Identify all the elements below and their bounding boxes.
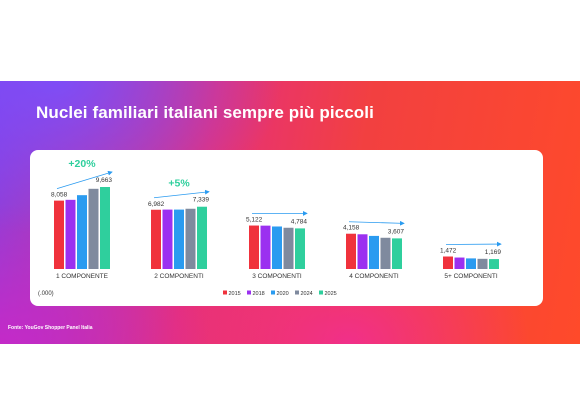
data-label-last: 4,784 (291, 218, 308, 225)
data-label-last: 7,339 (193, 197, 210, 204)
data-label-first: 8,058 (51, 192, 68, 199)
data-label-first: 4,158 (343, 225, 360, 232)
bar-2025-1 (100, 187, 110, 269)
legend-label-2015: 2015 (229, 291, 241, 297)
data-label-last: 9,663 (96, 177, 113, 184)
bar-2020-3 (272, 226, 282, 269)
bar-2015-4 (346, 233, 356, 269)
change-label: +5% (168, 178, 190, 190)
unit-note: (.000) (38, 291, 54, 297)
legend-swatch-2018 (247, 290, 251, 295)
data-label-last: 3,607 (388, 228, 405, 235)
legend-swatch-2015 (223, 290, 227, 295)
legend-label-2024: 2024 (301, 291, 313, 297)
data-label-first: 6,982 (148, 201, 165, 208)
bar-2024-3 (283, 227, 294, 269)
legend-label-2025: 2025 (325, 291, 337, 297)
bar-chart: 8,058 9,663+20% 1 COMPONENTE 6,982 7,339+5% 2… (38, 158, 502, 297)
category-label: 5+ COMPONENTI (444, 273, 497, 280)
bar-2020-4 (369, 235, 379, 269)
chart-card: 8,058 9,663 +20% 1 COMPONENTE 6,982 7,339 +5% 2… (30, 150, 543, 306)
category-label: 2 COMPONENTI (154, 273, 204, 280)
category-label: 3 COMPONENTI (252, 273, 302, 280)
bar-2018-2 (162, 209, 173, 269)
data-label-first: 5,122 (246, 217, 263, 224)
change-label: +20% (68, 158, 96, 170)
bar-2025-2 (197, 206, 207, 269)
trend-arrow (153, 189, 210, 199)
legend-swatch-2020 (271, 290, 275, 295)
data-label-last: 1,169 (485, 249, 502, 256)
category-label: 4 COMPONENTI (349, 273, 399, 280)
bar-2024-5 (477, 258, 488, 269)
bar-2018-4 (357, 234, 368, 269)
bar-2015-5 (443, 256, 453, 269)
bar-2024-4 (380, 237, 391, 269)
legend-swatch-2024 (295, 290, 299, 295)
data-label-first: 1,472 (440, 248, 457, 255)
bar-2024-1 (88, 188, 99, 269)
legend-swatch-2025 (319, 290, 323, 295)
bar-2015-1 (54, 200, 64, 269)
bar-2025-3 (295, 228, 305, 269)
bar-2015-2 (151, 209, 161, 269)
category-label: 1 COMPONENTE (56, 273, 109, 280)
legend-label-2020: 2020 (277, 291, 289, 297)
bar-2020-2 (174, 209, 184, 269)
page-title: Nuclei familiari italiani sempre più pic… (36, 103, 374, 122)
bar-2015-3 (249, 225, 259, 269)
bar-2025-4 (392, 238, 402, 269)
bar-2018-1 (65, 199, 76, 269)
trend-arrow (348, 220, 405, 226)
bar-2025-5 (489, 259, 499, 269)
bar-2020-1 (77, 195, 87, 269)
legend-label-2018: 2018 (253, 291, 265, 297)
trend-arrow (56, 170, 113, 190)
bar-2020-5 (466, 258, 476, 269)
source-note: Fonte: YouGov Shopper Panel Italia (8, 325, 93, 331)
bar-2018-3 (260, 225, 271, 269)
bar-2024-2 (185, 208, 196, 269)
bar-2018-5 (454, 257, 465, 269)
